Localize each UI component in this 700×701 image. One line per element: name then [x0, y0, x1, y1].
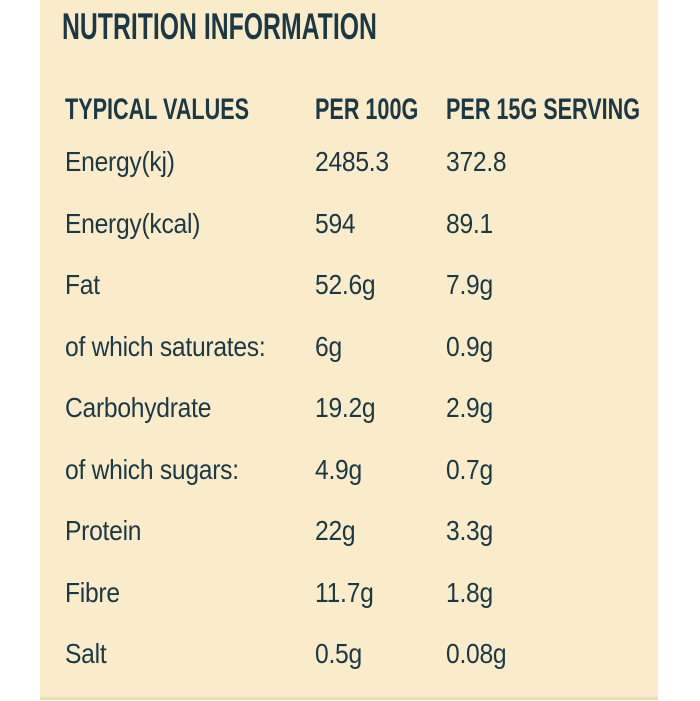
nutrient-label: Carbohydrate: [65, 392, 212, 423]
nutrient-label: Energy(kj): [65, 146, 175, 177]
table-row: of which sugars: 4.9g 0.7g: [65, 453, 658, 517]
table-row: Carbohydrate 19.2g 2.9g: [65, 392, 658, 455]
nutrient-label: Salt: [65, 638, 107, 669]
nutrition-table: TYPICAL VALUES PER 100G PER 15G SERVING En…: [65, 93, 658, 701]
nutrient-label: of which saturates:: [65, 330, 266, 362]
table-row: Energy(kcal) 594 89.1: [65, 207, 658, 271]
nutrient-label: Fat: [65, 269, 100, 300]
per-15g-serving-value: 2.9g: [446, 392, 493, 423]
table-row: Energy(kj) 2485.3 372.8: [65, 146, 658, 209]
per-100g-value: 4.9g: [315, 453, 362, 485]
per-100g-value: 11.7g: [315, 576, 374, 608]
table-row: of which saturates: 6g 0.9g: [65, 330, 658, 394]
per-100g-value: 594: [315, 207, 356, 239]
per-15g-serving-value: 0.7g: [446, 453, 493, 485]
table-row: Salt 0.5g 0.08g: [65, 638, 658, 701]
per-100g-value: 52.6g: [315, 269, 376, 300]
table-header-row: TYPICAL VALUES PER 100G PER 15G SERVING: [65, 93, 658, 147]
nutrient-label: Fibre: [65, 576, 120, 608]
per-100g-value: 19.2g: [315, 392, 376, 423]
per-100g-value: 22g: [315, 515, 356, 546]
per-15g-serving-value: 7.9g: [446, 269, 493, 300]
table-body: Energy(kj) 2485.3 372.8 Energy(kcal) 594 89.1…: [65, 146, 658, 701]
per-100g-value: 6g: [315, 330, 342, 362]
per-15g-serving-value: 372.8: [446, 146, 507, 177]
per-15g-serving-value: 1.8g: [446, 576, 493, 608]
per-100g-value: 0.5g: [315, 638, 362, 669]
nutrition-title: NUTRITION INFORMATION: [62, 6, 377, 47]
nutrient-label: Protein: [65, 515, 142, 546]
column-header-per-100g: PER 100G: [315, 93, 419, 126]
per-15g-serving-value: 0.08g: [446, 638, 507, 669]
per-15g-serving-value: 0.9g: [446, 330, 493, 362]
nutrient-label: Energy(kcal): [65, 207, 201, 239]
per-15g-serving-value: 3.3g: [446, 515, 493, 546]
table-row: Fat 52.6g 7.9g: [65, 269, 658, 332]
table-row: Fibre 11.7g 1.8g: [65, 576, 658, 640]
per-15g-serving-value: 89.1: [446, 207, 493, 239]
per-100g-value: 2485.3: [315, 146, 389, 177]
table-row: Protein 22g 3.3g: [65, 515, 658, 578]
nutrition-panel: NUTRITION INFORMATION TYPICAL VALUES PER …: [40, 0, 658, 700]
nutrient-label: of which sugars:: [65, 453, 239, 485]
column-header-typical-values: TYPICAL VALUES: [65, 93, 250, 126]
column-header-per-15g-serving: PER 15G SERVING: [446, 93, 641, 126]
